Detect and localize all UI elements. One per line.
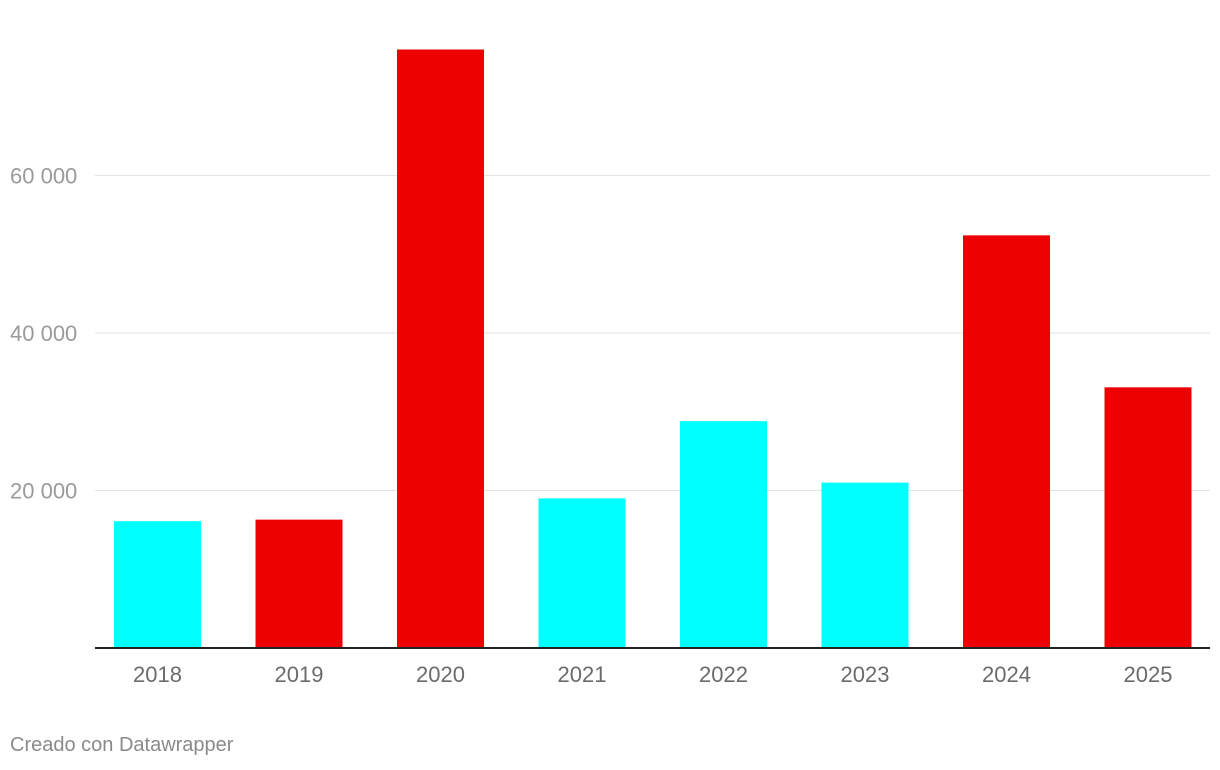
x-tick-label: 2022: [699, 662, 748, 687]
x-tick-label: 2018: [133, 662, 182, 687]
x-tick-label: 2020: [416, 662, 465, 687]
bar-2019: [255, 519, 343, 648]
bar-2021: [538, 498, 626, 648]
bar-2024: [963, 235, 1050, 648]
bar-2023: [821, 482, 909, 648]
datawrapper-credit: Creado con Datawrapper: [10, 734, 234, 756]
x-tick-label: 2019: [275, 662, 324, 687]
y-tick-label: 20 000: [10, 479, 77, 504]
x-tick-label: 2023: [841, 662, 890, 687]
y-tick-label: 40 000: [10, 321, 77, 346]
x-tick-label: 2024: [982, 662, 1031, 687]
bar-2022: [680, 421, 767, 648]
x-axis-tick-labels: 2018 2019 2020 2021 2022 2023 2024 2025: [133, 662, 1172, 687]
bar-2020: [397, 49, 484, 648]
bar-2018: [114, 521, 201, 648]
x-tick-label: 2021: [558, 662, 607, 687]
y-axis-tick-labels: 20 000 40 000 60 000: [10, 164, 77, 504]
bars: [114, 49, 1192, 648]
y-tick-label: 60 000: [10, 164, 77, 189]
bar-2025: [1104, 387, 1192, 648]
x-tick-label: 2025: [1124, 662, 1173, 687]
